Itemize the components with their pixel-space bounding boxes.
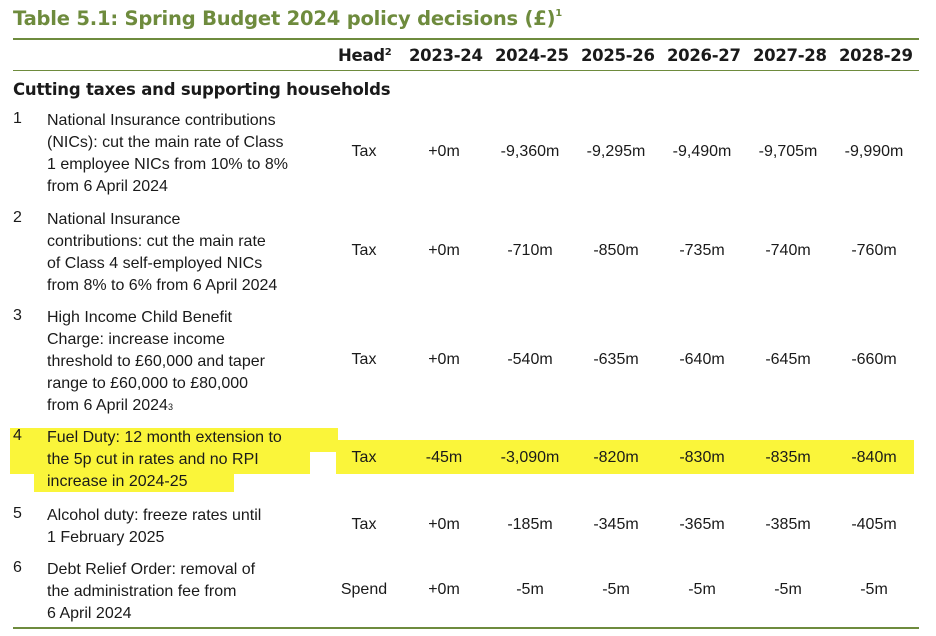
row-number: 4 [13,427,22,444]
row-value: +0m [428,581,460,598]
row-value: -365m [679,516,725,533]
row-value: -5m [516,581,544,598]
header-rule [13,70,919,71]
row-value: -660m [851,351,897,368]
row-value: -405m [851,516,897,533]
row-value: -5m [688,581,716,598]
title-footnote-marker: 1 [555,8,563,19]
row-head: Tax [351,351,377,368]
row-number: 6 [13,559,22,576]
row-value: -9,490m [672,143,732,160]
column-header-year: 2027-28 [753,46,827,65]
row-value: -9,295m [586,143,646,160]
row-value: -185m [507,516,553,533]
row-number: 2 [13,209,22,226]
row-value: -830m [679,449,725,466]
column-header-year: 2025-26 [581,46,655,65]
row-description: National Insurance contributions (NICs):… [47,112,288,195]
row-head: Spend [340,581,388,598]
row-value: -5m [774,581,802,598]
row-value: +0m [428,516,460,533]
row-number: 5 [13,505,22,522]
column-header-year: 2024-25 [495,46,569,65]
highlight-mark [10,450,310,474]
row-value: -835m [765,449,811,466]
row-value: -5m [860,581,888,598]
row-value: -5m [602,581,630,598]
bottom-rule [13,627,919,629]
row-head: Tax [351,449,377,466]
row-value: -385m [765,516,811,533]
row-value: +0m [428,242,460,259]
highlight-mark [10,428,338,452]
column-header-year: 2023-24 [409,46,483,65]
row-number: 1 [13,110,22,127]
row-number: 3 [13,307,22,324]
row-head: Tax [351,143,377,160]
column-header-year: 2028-29 [839,46,913,65]
row-description: High Income Child Benefit Charge: increa… [47,309,265,414]
highlight-mark [336,440,914,474]
row-value: -9,360m [500,143,560,160]
highlight-mark [34,472,234,492]
row-value: -345m [593,516,639,533]
table-title: Table 5.1: Spring Budget 2024 policy dec… [13,7,563,30]
row-value: -740m [765,242,811,259]
row-value: -635m [593,351,639,368]
row-value: -760m [851,242,897,259]
row-value: -9,705m [758,143,818,160]
row-head: Tax [351,516,377,533]
row-value: +0m [428,143,460,160]
row-value: -735m [679,242,725,259]
row-value: -850m [593,242,639,259]
row-value: -45m [425,449,463,466]
row-value: +0m [428,351,460,368]
column-header-head: Head2 [338,46,392,65]
row-head: Tax [351,242,377,259]
row-description: Debt Relief Order: removal of the admini… [47,561,256,622]
row-description: National Insurance contributions: cut th… [47,211,278,294]
row-value: -710m [507,242,553,259]
section-heading: Cutting taxes and supporting households [13,80,391,99]
top-rule [13,38,919,40]
row-value: -645m [765,351,811,368]
row-footnote-marker: 3 [167,402,173,412]
row-description: Alcohol duty: freeze rates until 1 Febru… [47,507,262,546]
row-value: -9,990m [844,143,904,160]
row-value: -840m [851,449,897,466]
column-header-year: 2026-27 [667,46,741,65]
row-value: -820m [593,449,639,466]
row-value: -540m [507,351,553,368]
row-value: -640m [679,351,725,368]
row-description: Fuel Duty: 12 month extension to the 5p … [47,429,282,490]
row-value: -3,090m [500,449,560,466]
